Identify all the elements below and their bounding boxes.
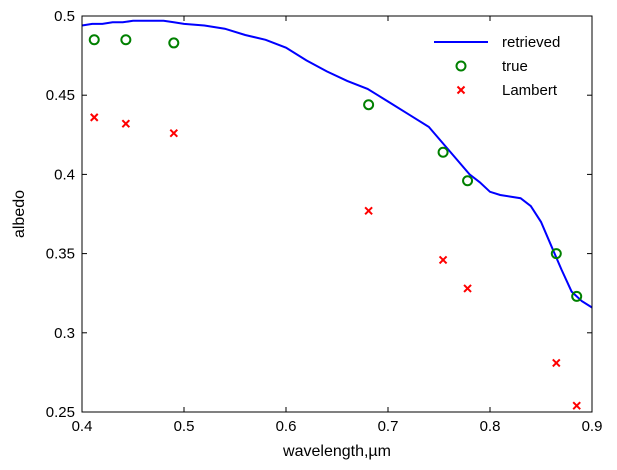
point-lambert <box>552 358 561 368</box>
y-tick-label: 0.4 <box>54 166 75 183</box>
point-true <box>437 146 449 158</box>
x-tick-label: 0.4 <box>72 418 93 435</box>
point-true <box>88 34 100 46</box>
y-tick-label: 0.5 <box>54 8 75 25</box>
point-true <box>168 37 180 49</box>
legend-x-glyph <box>456 85 466 95</box>
x-tick-label: 0.8 <box>480 418 501 435</box>
x-axis-label: wavelength,µm <box>282 443 391 460</box>
legend-label-lambert: Lambert <box>502 82 558 99</box>
point-lambert <box>572 401 581 410</box>
point-true <box>571 290 583 302</box>
legend-label-retrieved: retrieved <box>502 34 560 51</box>
point-lambert <box>438 255 448 265</box>
legend-entry-lambert: Lambert <box>456 82 558 99</box>
point-lambert <box>364 206 373 216</box>
point-true <box>550 248 562 260</box>
point-lambert <box>169 129 179 138</box>
point-true <box>462 175 474 187</box>
x-tick-label: 0.9 <box>582 418 603 435</box>
y-tick-label: 0.45 <box>46 87 75 104</box>
y-tick-label: 0.35 <box>46 246 75 263</box>
x-tick-label: 0.5 <box>174 418 195 435</box>
legend-entry-true: true <box>455 58 528 75</box>
plot-frame <box>81 15 593 413</box>
legend-circle-marker-symbol <box>455 60 467 72</box>
data-layer <box>81 19 593 410</box>
y-axis-label: albedo <box>11 190 28 238</box>
series-line-retrieved <box>81 19 593 309</box>
x-tick-label: 0.6 <box>276 418 297 435</box>
x-tick-label: 0.7 <box>378 418 399 435</box>
point-true <box>120 34 132 46</box>
legend-entry-retrieved: retrieved <box>434 34 560 51</box>
legend: retrieved true Lambert <box>434 34 560 99</box>
legend-label-true: true <box>502 58 528 75</box>
legend-x-marker-symbol <box>456 85 466 95</box>
y-tick-label: 0.3 <box>54 325 75 342</box>
point-lambert <box>90 113 99 122</box>
point-lambert <box>121 119 131 128</box>
y-tick-label: 0.25 <box>46 404 75 421</box>
point-lambert <box>463 284 472 293</box>
point-true <box>363 99 375 111</box>
